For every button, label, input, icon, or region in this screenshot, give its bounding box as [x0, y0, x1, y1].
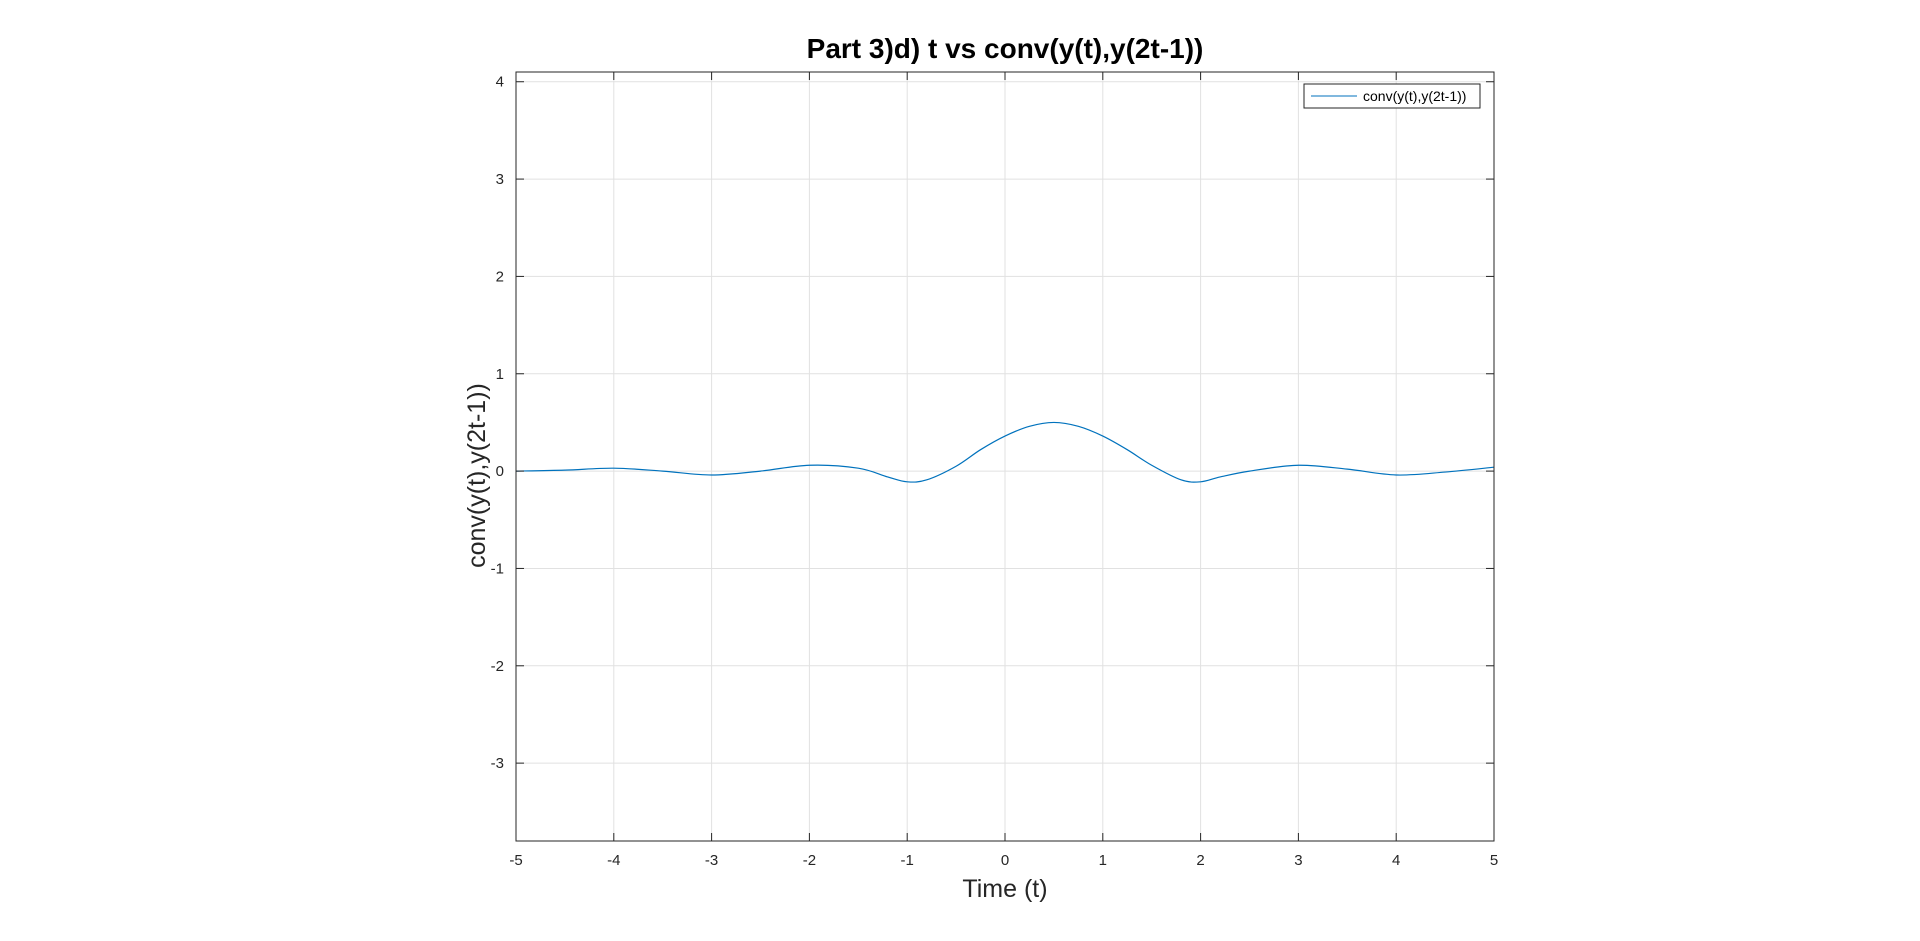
y-axis-label: conv(y(t),y(2t-1)): [463, 383, 491, 568]
legend: conv(y(t),y(2t-1)): [1303, 83, 1481, 109]
x-tick-label: 3: [1294, 852, 1302, 869]
y-tick-label: -1: [491, 560, 504, 577]
series-line: [515, 421, 1495, 483]
x-tick-label: 5: [1490, 852, 1498, 869]
x-tick-label: 1: [1099, 852, 1107, 869]
x-tick-label: -4: [607, 852, 620, 869]
x-tick-label: -3: [705, 852, 718, 869]
x-axis-label: Time (t): [962, 875, 1047, 903]
legend-entry-label: conv(y(t),y(2t-1)): [1363, 88, 1466, 104]
y-tick-label: 0: [496, 463, 504, 480]
y-tick-label: -2: [491, 658, 504, 675]
x-tick-label: -1: [901, 852, 914, 869]
x-tick-label: 2: [1196, 852, 1204, 869]
x-tick-label: -5: [509, 852, 522, 869]
y-tick-label: 4: [496, 74, 504, 91]
y-tick-label: -3: [491, 755, 504, 772]
series-layer: [515, 421, 1495, 483]
x-tick-label: -2: [803, 852, 816, 869]
chart-title: Part 3)d) t vs conv(y(t),y(2t-1)): [807, 33, 1204, 64]
y-tick-label: 2: [496, 268, 504, 285]
y-tick-label: 3: [496, 171, 504, 188]
x-tick-label: 4: [1392, 852, 1400, 869]
axis-ticks: -5 -4 -3 -2 -1 0 1 2 3 4 5 -3 -2 -1 0 1 2 3 4: [491, 72, 1498, 869]
x-tick-label: 0: [1001, 852, 1009, 869]
y-tick-label: 1: [496, 366, 504, 383]
